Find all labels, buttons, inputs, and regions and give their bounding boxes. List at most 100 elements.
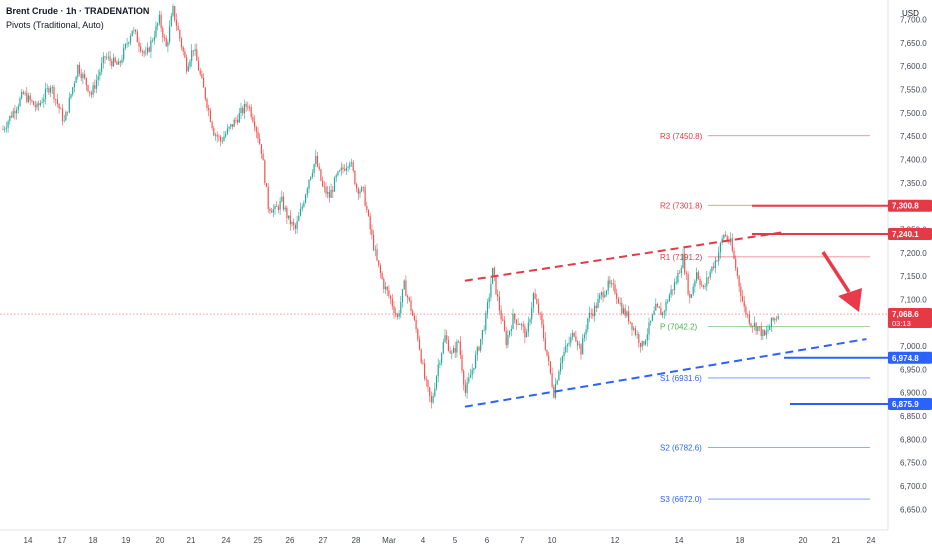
price-tag-value: 7,300.8 xyxy=(892,202,919,211)
y-tick-label: 7,400.0 xyxy=(900,155,927,164)
candle-body xyxy=(55,99,57,100)
candle-body xyxy=(393,306,395,313)
candle-body xyxy=(617,298,619,304)
trendlines xyxy=(464,230,867,408)
candle-body xyxy=(77,64,79,77)
candle-body xyxy=(747,314,749,316)
candle-body xyxy=(7,121,9,128)
candle-body xyxy=(318,166,320,170)
candle-body xyxy=(719,242,721,253)
candle-body xyxy=(651,314,653,321)
candle-body xyxy=(327,191,329,194)
candle-body xyxy=(634,328,636,335)
candle-body xyxy=(359,191,361,194)
candle-body xyxy=(279,201,281,210)
candle-body xyxy=(775,318,778,320)
candle-body xyxy=(493,267,495,277)
x-tick-label: 6 xyxy=(485,536,490,545)
candle-body xyxy=(146,47,149,53)
candle-body xyxy=(265,183,268,187)
candle-body xyxy=(641,341,643,347)
candle-body xyxy=(658,306,660,309)
candle-body xyxy=(123,47,125,60)
candle-body xyxy=(194,49,196,51)
candle-body xyxy=(138,42,140,47)
arrow-shaft xyxy=(821,251,851,293)
candle-body xyxy=(429,387,431,397)
candle-body xyxy=(46,88,48,89)
candle-body xyxy=(257,131,259,139)
candle-body xyxy=(622,308,625,314)
candle-body xyxy=(532,293,534,308)
candle-body xyxy=(736,268,738,276)
candle-body xyxy=(109,56,111,61)
candle-body xyxy=(119,61,121,63)
y-tick-label: 7,600.0 xyxy=(900,62,927,71)
candle-body xyxy=(320,169,322,181)
candle-body xyxy=(760,326,762,336)
candle-body xyxy=(75,76,77,83)
candle-body xyxy=(163,37,166,39)
candle-body xyxy=(529,319,531,323)
candle-body xyxy=(233,119,235,127)
candle-body xyxy=(248,106,251,108)
candle-body xyxy=(238,113,240,123)
candle-body xyxy=(374,249,376,251)
candle-body xyxy=(396,314,398,317)
candle-body xyxy=(323,186,325,187)
candle-body xyxy=(650,320,652,323)
candle-body xyxy=(665,301,667,312)
candle-body xyxy=(425,378,427,381)
candle-body xyxy=(199,70,201,75)
x-tick-label: 4 xyxy=(421,536,426,545)
candle-body xyxy=(174,6,176,20)
pivot-label-s3: S3 (6672.0) xyxy=(660,495,702,504)
candle-body xyxy=(544,338,546,350)
candle-body xyxy=(500,310,502,320)
y-tick-label: 6,950.0 xyxy=(900,365,927,374)
candle-body xyxy=(588,312,591,319)
candle-body xyxy=(325,186,327,194)
candle-body xyxy=(27,95,30,102)
candle-body xyxy=(245,103,247,107)
candle-body xyxy=(410,300,412,311)
candle-body xyxy=(417,329,419,340)
candle-body xyxy=(509,331,511,336)
candle-body xyxy=(543,324,545,339)
candle-body xyxy=(78,64,81,74)
candle-body xyxy=(461,354,463,371)
candle-body xyxy=(757,326,759,332)
candle-body xyxy=(259,138,261,145)
candle-body xyxy=(252,116,254,122)
candle-body xyxy=(293,222,295,226)
candle-body xyxy=(758,326,761,328)
candle-body xyxy=(408,297,410,301)
candle-body xyxy=(9,115,11,122)
candle-body xyxy=(111,60,113,67)
candle-body xyxy=(498,296,500,311)
candle-body xyxy=(497,294,499,297)
price-axis xyxy=(888,0,932,550)
candle-body xyxy=(701,284,703,286)
candle-body xyxy=(335,175,337,178)
candle-body xyxy=(135,29,137,32)
candle-body xyxy=(503,320,506,331)
candle-body xyxy=(299,208,302,216)
candle-body xyxy=(456,341,458,353)
candle-body xyxy=(483,329,485,331)
candle-body xyxy=(427,380,429,388)
price-tag xyxy=(888,199,932,212)
candle-body xyxy=(573,332,575,337)
candle-body xyxy=(291,222,293,225)
candle-body xyxy=(774,318,776,321)
candle-body xyxy=(645,340,647,345)
candle-body xyxy=(582,338,584,355)
candle-body xyxy=(155,25,157,37)
y-tick-label: 7,550.0 xyxy=(900,85,927,94)
candle-body xyxy=(412,310,414,316)
candle-body xyxy=(685,272,687,275)
candle-body xyxy=(476,347,478,355)
candle-body xyxy=(148,47,150,52)
